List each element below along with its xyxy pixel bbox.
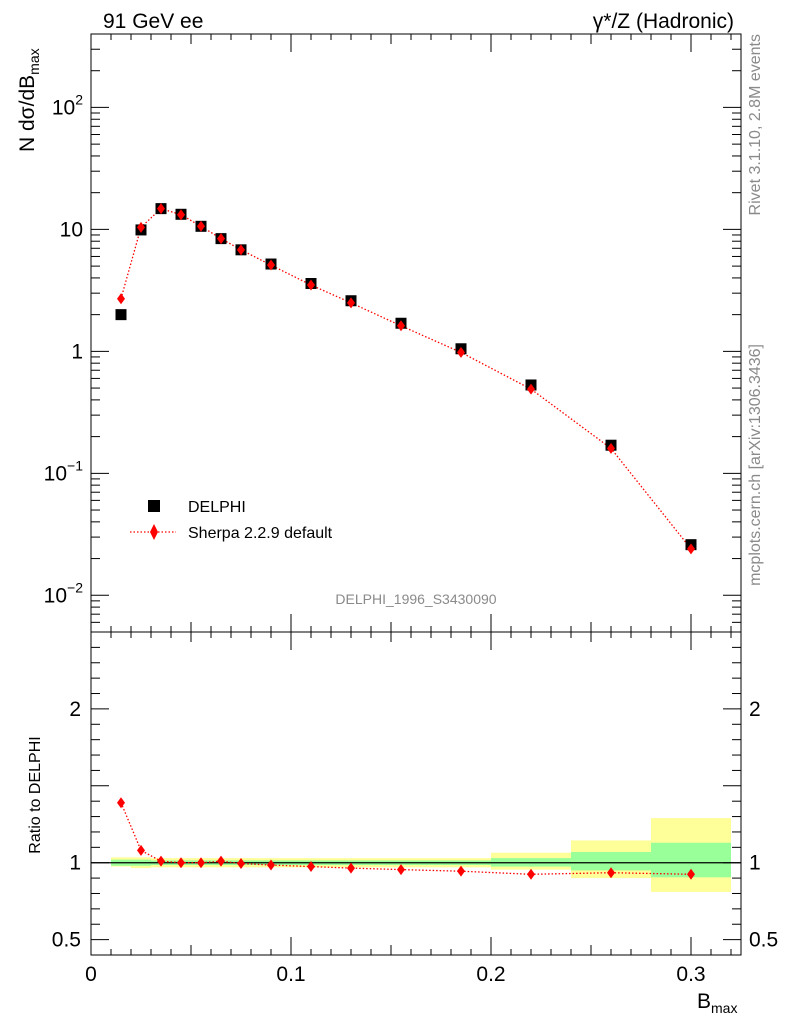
main-ytick-label: 10 [60,218,83,241]
x-tick-label: 0.3 [676,963,705,986]
legend-marker-delphi [148,500,160,512]
ratio-axes: 0.5 0.5 1 1 2 2 0 0.1 0.2 0.3 [52,631,778,986]
ratio-mc-point-diamond [237,857,245,869]
x-tick-label: 0.1 [276,963,305,986]
header-left: 91 GeV ee [103,10,203,33]
ratio-band-inner [571,851,651,871]
ratio-frame [90,631,742,956]
ratio-mc-point-diamond [197,857,205,869]
mc-point-diamond [347,297,355,309]
analysis-watermark: DELPHI_1996_S3430090 [335,591,496,607]
legend-marker-sherpa [150,524,158,540]
legend: DELPHI Sherpa 2.2.9 default [130,499,333,542]
mc-point-diamond [457,346,465,358]
ratio-mc-point-diamond [527,868,535,880]
x-axis-label: Bmax [697,990,737,1016]
main-ytick-label: 10−1 [44,457,84,485]
mc-point-diamond [217,233,225,245]
mc-point-diamond [607,442,615,454]
ratio-mc-point-diamond [117,797,125,809]
ratio-mc-point-diamond [687,868,695,880]
mc-line [120,207,692,550]
ratio-ytick-label-right: 1 [749,852,761,875]
ratio-ytick-label-right: 2 [749,698,761,721]
ratio-mc-point-diamond [217,855,225,867]
data-point-square [115,309,127,321]
legend-label-delphi: DELPHI [188,499,246,516]
main-panel: 10−2 10−1 1 10 102 DELPHI_1996_S3430090 N dσ… [16,33,742,633]
ratio-mc-point-diamond [397,864,405,876]
main-ytick-label: 1 [71,340,83,363]
ratio-panel: 0.5 0.5 1 1 2 2 0 0.1 0.2 0.3 Ratio to DELPHI Bma… [27,631,778,1016]
ratio-y-axis-label: Ratio to DELPHI [27,736,44,853]
main-marks [115,203,697,555]
x-tick-label: 0 [85,963,97,986]
ratio-mc-line [120,802,692,875]
mc-point-diamond [267,259,275,271]
ratio-mc-point-diamond [347,862,355,874]
ratio-mc-point-diamond [177,857,185,869]
ratio-mc-point-diamond [307,861,315,873]
ratio-mc-point-diamond [457,865,465,877]
mc-point-diamond [117,293,125,305]
mc-point-diamond [527,383,535,395]
ratio-ytick-label-left: 1 [69,852,81,875]
mc-point-diamond [397,320,405,332]
ratio-mc-point-diamond [157,855,165,867]
main-ytick-label: 102 [52,91,83,119]
ratio-ytick-label-right: 0.5 [749,929,778,952]
mc-point-diamond [307,279,315,291]
mc-point-diamond [177,209,185,221]
mc-point-diamond [237,244,245,256]
x-tick-label: 0.2 [476,963,505,986]
legend-label-sherpa: Sherpa 2.2.9 default [188,525,333,542]
mc-point-diamond [137,221,145,233]
ratio-marks [117,797,695,880]
rivet-label: Rivet 3.1.10, 2.8M events [747,34,764,215]
main-ytick-label: 10−2 [44,579,84,607]
main-axes: 10−2 10−1 1 10 102 [44,33,742,633]
header-right: γ*/Z (Hadronic) [593,10,734,33]
main-y-axis-label: N dσ/dBmax [16,48,42,152]
mc-point-diamond [687,543,695,555]
ratio-mc-point-diamond [607,867,615,879]
mc-point-diamond [157,203,165,215]
mcplots-label: mcplots.cern.ch [arXiv:1306.3436] [747,344,764,586]
ratio-bands [111,818,731,892]
ratio-ytick-label-left: 2 [69,698,81,721]
ratio-mc-point-diamond [267,859,275,871]
mc-point-diamond [197,220,205,232]
ratio-ytick-label-left: 0.5 [52,929,81,952]
ratio-mc-point-diamond [137,844,145,856]
